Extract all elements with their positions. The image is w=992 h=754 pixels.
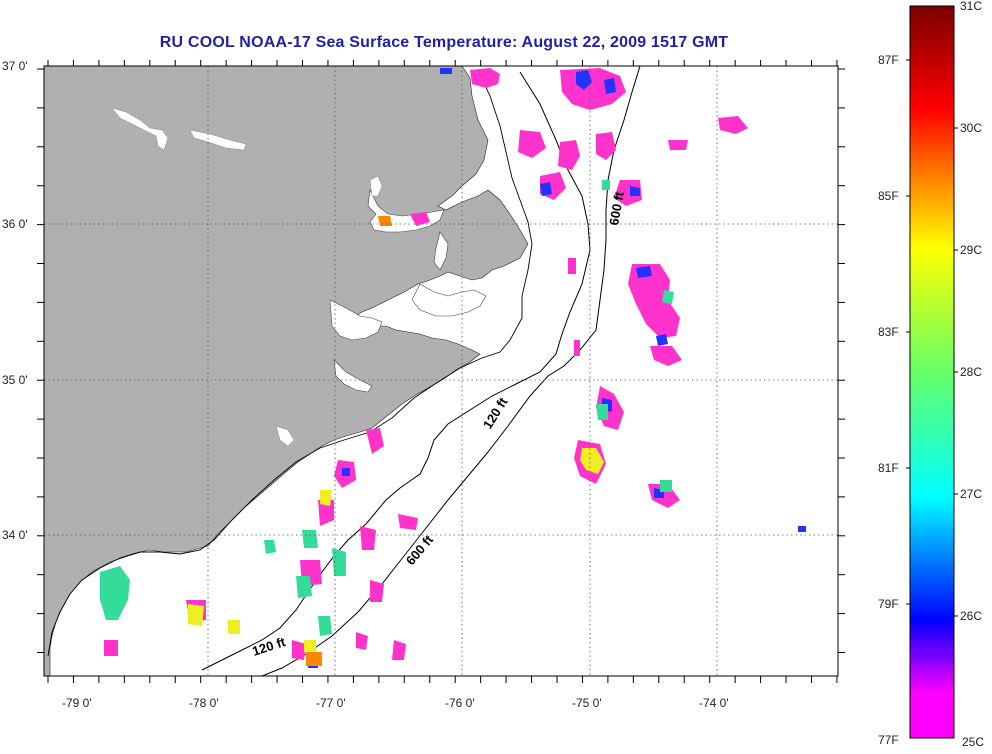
depth-contour-120ft [201,71,591,671]
colorbar-c-label: 26C [960,609,982,623]
contour-label-600ft: 600 ft [606,190,627,227]
colorbar-c-label: 31C [960,0,982,13]
colorbar-f-label: 79F [878,597,899,611]
lon-label: -79 0' [62,696,92,710]
lat-label: 35 0' [2,373,28,387]
colorbar-f-label: 81F [878,461,899,475]
colorbar-ticks [906,59,958,617]
colorbar-f-label: 77F [878,733,899,747]
lat-label: 34 0' [2,528,28,542]
colorbar-c-label: 28C [960,365,982,379]
lon-label: -77 0' [316,696,346,710]
map-frame [43,65,839,677]
colorbar-f-label: 87F [878,53,899,67]
lon-label: -78 0' [189,696,219,710]
lon-label: -74 0' [699,696,729,710]
colorbar-c-label: 27C [960,487,982,501]
axis-ticks [37,60,845,683]
lon-label: -75 0' [572,696,602,710]
lat-label: 37 0' [2,59,28,73]
lat-label: 36 0' [2,217,28,231]
colorbar-f-label: 83F [878,325,899,339]
colorbar-c-label: 30C [960,121,982,135]
sst-patches [100,68,806,668]
colorbar-c-label: 29C [960,243,982,257]
lon-label: -76 0' [445,696,475,710]
colorbar [909,5,955,739]
colorbar-f-label: 85F [878,189,899,203]
colorbar-c-label: 25C [962,735,984,749]
page-title: RU COOL NOAA-17 Sea Surface Temperature:… [159,34,729,51]
graticule [44,66,838,676]
